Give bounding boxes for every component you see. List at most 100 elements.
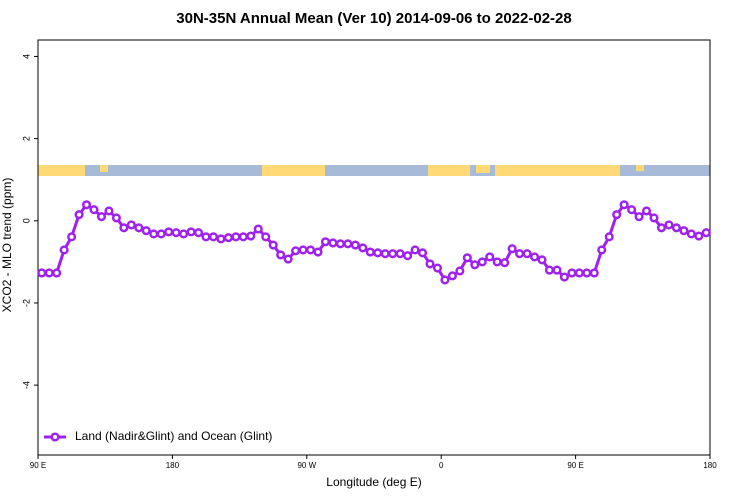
point: [81, 200, 92, 210]
x-tick-label: 180: [166, 461, 180, 470]
point: [403, 251, 413, 261]
point: [388, 249, 398, 259]
point: [664, 220, 674, 230]
point: [417, 248, 428, 258]
point: [619, 200, 629, 210]
x-tick-label: 90 W: [297, 461, 316, 470]
land-band: [100, 165, 108, 172]
point: [171, 228, 181, 238]
point: [410, 245, 420, 255]
point: [179, 229, 189, 239]
point: [149, 229, 159, 239]
point: [52, 268, 62, 278]
legend-marker: [50, 432, 60, 442]
point: [216, 234, 226, 244]
point: [440, 275, 450, 285]
point: [126, 220, 136, 230]
point: [141, 226, 151, 236]
point: [380, 249, 390, 259]
point: [432, 263, 443, 273]
point: [223, 233, 233, 243]
point: [134, 223, 144, 233]
point: [261, 232, 271, 242]
point: [612, 210, 622, 220]
land-band: [476, 165, 490, 173]
series-line: [41, 202, 707, 282]
x-axis-label: Longitude (deg E): [326, 475, 421, 489]
point: [44, 268, 54, 278]
y-tick-label: 0: [21, 218, 31, 223]
point: [104, 206, 114, 216]
point: [604, 232, 614, 242]
point: [544, 265, 555, 275]
point: [567, 268, 577, 278]
point: [462, 253, 472, 263]
point: [119, 223, 129, 233]
point: [89, 205, 99, 215]
point: [522, 249, 532, 259]
y-tick-label: 2: [21, 136, 31, 141]
point: [164, 227, 174, 237]
point: [201, 232, 211, 242]
land-band: [495, 165, 620, 176]
point: [515, 249, 525, 259]
point: [373, 248, 383, 258]
point: [694, 231, 704, 241]
x-tick-label: 180: [703, 461, 717, 470]
point: [37, 268, 47, 278]
point: [305, 245, 316, 255]
point: [627, 205, 637, 215]
x-tick-label: 90 E: [30, 461, 46, 470]
point: [111, 213, 121, 223]
x-tick-label: 0: [439, 461, 444, 470]
point: [395, 249, 405, 259]
land-band: [428, 165, 470, 176]
point: [500, 258, 510, 268]
point: [193, 228, 204, 238]
point: [477, 257, 487, 267]
point: [59, 245, 69, 255]
point: [597, 245, 607, 255]
point: [291, 246, 301, 256]
point: [447, 271, 457, 281]
point: [335, 239, 345, 249]
y-tick-label: -4: [21, 381, 31, 389]
point: [365, 247, 375, 257]
point: [313, 247, 323, 257]
point: [455, 266, 465, 276]
point: [589, 268, 599, 278]
point: [649, 213, 659, 223]
land-band: [38, 165, 85, 176]
point: [96, 212, 107, 222]
point: [656, 223, 667, 233]
point: [574, 268, 584, 278]
point: [156, 229, 166, 239]
point: [470, 260, 480, 270]
y-tick-label: 4: [21, 54, 31, 59]
land-ocean-band: [38, 165, 710, 176]
point: [246, 231, 256, 241]
point: [485, 252, 495, 262]
point: [253, 224, 263, 234]
legend-label: Land (Nadir&Glint) and Ocean (Glint): [75, 429, 272, 443]
point: [186, 227, 196, 237]
point: [238, 232, 248, 242]
point: [552, 265, 562, 275]
chart-title: 30N-35N Annual Mean (Ver 10) 2014-09-06 …: [176, 10, 571, 27]
point: [343, 239, 353, 249]
point: [671, 223, 681, 233]
point: [582, 268, 592, 278]
point: [320, 237, 331, 247]
point: [559, 272, 569, 282]
point: [350, 240, 360, 250]
point: [537, 255, 547, 265]
point: [276, 250, 286, 260]
y-axis-label: XCO2 - MLO trend (ppm): [0, 178, 14, 313]
point: [492, 257, 502, 267]
point: [529, 252, 540, 262]
point: [634, 212, 644, 222]
land-band: [262, 165, 325, 176]
y-tick-label: -2: [21, 299, 31, 307]
point: [268, 240, 278, 250]
point: [425, 259, 435, 269]
